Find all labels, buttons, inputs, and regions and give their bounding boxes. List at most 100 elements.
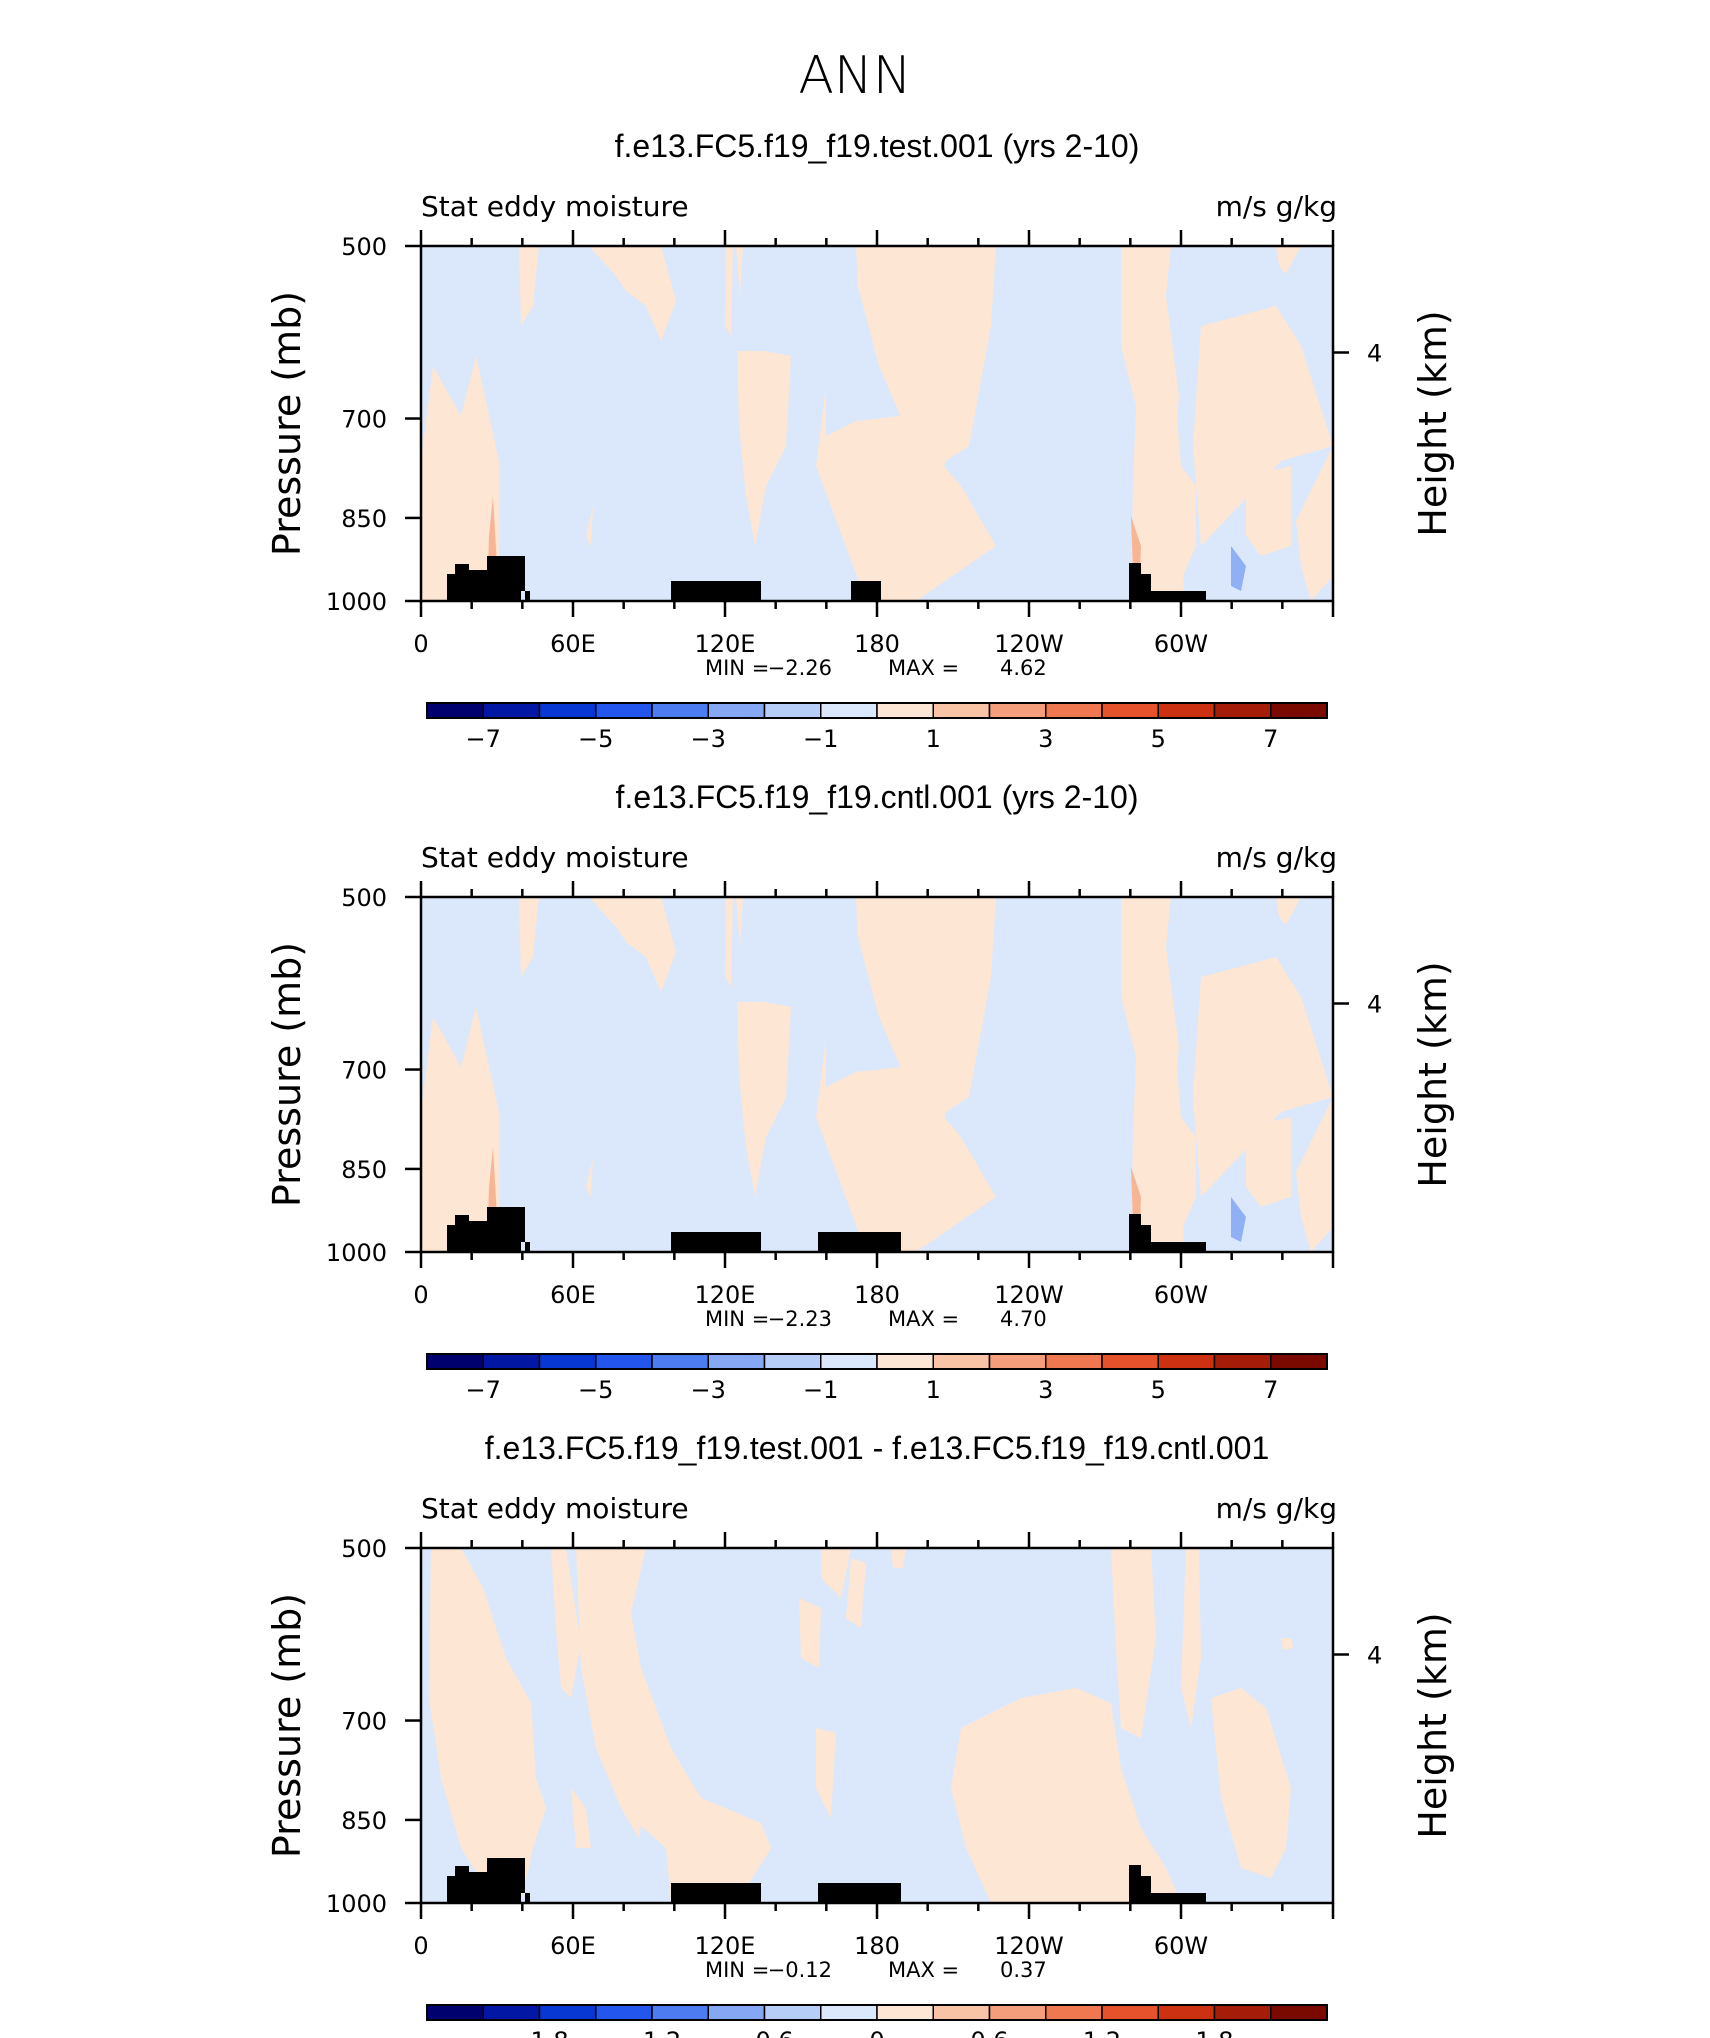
colorbar-swatch — [482, 1353, 541, 1370]
terrain-block — [487, 1207, 525, 1242]
contour-field-positive — [856, 246, 996, 601]
contour-field-positive — [571, 1788, 591, 1848]
colorbar-swatch — [932, 702, 991, 719]
colorbar-swatch — [988, 1353, 1047, 1370]
colorbar-swatch — [595, 2004, 653, 2021]
contour-field-positive — [586, 1157, 593, 1197]
plot-area — [421, 897, 1333, 1252]
contour-field-positive — [429, 1548, 546, 1903]
stat-max-value: 4.62 — [1000, 656, 1047, 680]
colorbar-swatch — [651, 702, 709, 719]
y-tick-label: 700 — [341, 1708, 387, 1736]
x-tick-label: 180 — [854, 1932, 900, 1960]
terrain-block — [525, 591, 530, 601]
terrain-block — [455, 1866, 469, 1893]
colorbar-label: 3 — [1038, 1376, 1053, 1404]
colorbar-label: 0.6 — [970, 2027, 1008, 2038]
stat-max-label: MAX = — [888, 1307, 959, 1331]
y-axis-title: Pressure (mb) — [265, 291, 309, 556]
contour-field-positive — [1181, 1117, 1196, 1227]
right-string: m/s g/kg — [1216, 190, 1337, 223]
colorbar-frame — [426, 702, 1328, 719]
contour-field-positive — [1276, 246, 1301, 274]
panel-title: f.e13.FC5.f19_f19.test.001 (yrs 2-10) — [615, 128, 1140, 164]
right-string: m/s g/kg — [1216, 1492, 1337, 1525]
x-tick-label: 0 — [413, 1281, 428, 1309]
colorbar-swatch — [876, 702, 934, 719]
colorbar-label: −1 — [803, 1376, 838, 1404]
terrain-block — [851, 581, 881, 601]
colorbar-swatch — [876, 2004, 934, 2021]
contour-fields — [421, 246, 1333, 601]
contour-fields — [429, 1548, 1293, 1903]
colorbar-swatch — [1157, 702, 1216, 719]
colorbar-label: −3 — [691, 1376, 726, 1404]
contour-field-positive — [421, 356, 499, 601]
colorbar-swatch — [1157, 1353, 1216, 1370]
contour-field-positive — [1181, 466, 1196, 576]
colorbar-swatch — [538, 1353, 597, 1370]
left-string: Stat eddy moisture — [421, 190, 689, 223]
terrain-block — [1129, 1214, 1141, 1252]
contour-field-positive — [816, 1037, 996, 1252]
colorbar-swatch — [1157, 2004, 1216, 2021]
stat-min-label: MIN = — [705, 1958, 769, 1982]
colorbar-swatch — [595, 1353, 653, 1370]
colorbar-swatch — [763, 702, 822, 719]
terrain-block — [1141, 1876, 1151, 1903]
colorbar-swatch — [820, 702, 878, 719]
terrain-block — [455, 1215, 469, 1242]
colorbar-swatch — [482, 702, 541, 719]
stat-max-value: 4.70 — [1000, 1307, 1047, 1331]
terrain-block — [469, 1221, 487, 1242]
colorbar-frame — [426, 2004, 1328, 2021]
terrain-block — [1151, 591, 1206, 601]
terrain-block — [487, 556, 525, 591]
right-string: m/s g/kg — [1216, 841, 1337, 874]
x-tick-label: 180 — [854, 630, 900, 658]
x-tick-label: 60W — [1154, 1932, 1208, 1960]
panel-3: f.e13.FC5.f19_f19.test.001 - f.e13.FC5.f… — [265, 1430, 1455, 2038]
y2-tick-label: 4 — [1367, 1642, 1382, 1670]
terrain-block — [818, 1232, 901, 1252]
y-tick-label: 850 — [341, 505, 387, 533]
terrain-block — [525, 1242, 530, 1252]
terrain-block — [1129, 563, 1141, 601]
colorbar-swatch — [426, 1353, 484, 1370]
colorbar-label: −1 — [803, 725, 838, 753]
stat-min-value: −0.12 — [768, 1958, 832, 1982]
x-tick-label: 120E — [695, 630, 756, 658]
contour-field-negative — [1231, 1197, 1246, 1242]
colorbar-label: 7 — [1263, 725, 1278, 753]
contour-field-positive — [1193, 306, 1333, 546]
contour-field-positive — [725, 897, 733, 987]
contour-field-positive — [621, 1758, 646, 1838]
contour-field-positive — [737, 351, 791, 546]
colorbar-swatch — [707, 1353, 766, 1370]
terrain-block — [469, 570, 487, 591]
y-tick-label: 500 — [341, 1535, 387, 1563]
colorbar-label: −3 — [691, 725, 726, 753]
terrain-block — [447, 574, 455, 591]
contour-field-positive — [1296, 1097, 1333, 1252]
y-tick-label: 1000 — [326, 1890, 387, 1918]
terrain-block — [447, 1225, 455, 1242]
terrain-block — [818, 1883, 901, 1903]
contour-field-positive — [1211, 1688, 1291, 1878]
colorbar-label: 3 — [1038, 725, 1053, 753]
contour-field-positive — [736, 897, 743, 947]
colorbar-swatch — [1045, 702, 1103, 719]
y2-axis-title: Height (km) — [1411, 1612, 1455, 1838]
colorbar-swatch — [538, 2004, 597, 2021]
terrain-block — [487, 1858, 525, 1893]
terrain-block — [1141, 1225, 1151, 1252]
panel-2: f.e13.FC5.f19_f19.cntl.001 (yrs 2-10) Sta… — [265, 779, 1455, 1404]
x-tick-label: 120E — [695, 1932, 756, 1960]
contour-field-positive — [586, 506, 593, 546]
terrain-block — [1151, 1242, 1206, 1252]
x-tick-label: 120W — [994, 1932, 1064, 1960]
plot-area — [421, 246, 1333, 601]
y-tick-label: 1000 — [326, 1239, 387, 1267]
y-tick-label: 700 — [341, 1057, 387, 1085]
